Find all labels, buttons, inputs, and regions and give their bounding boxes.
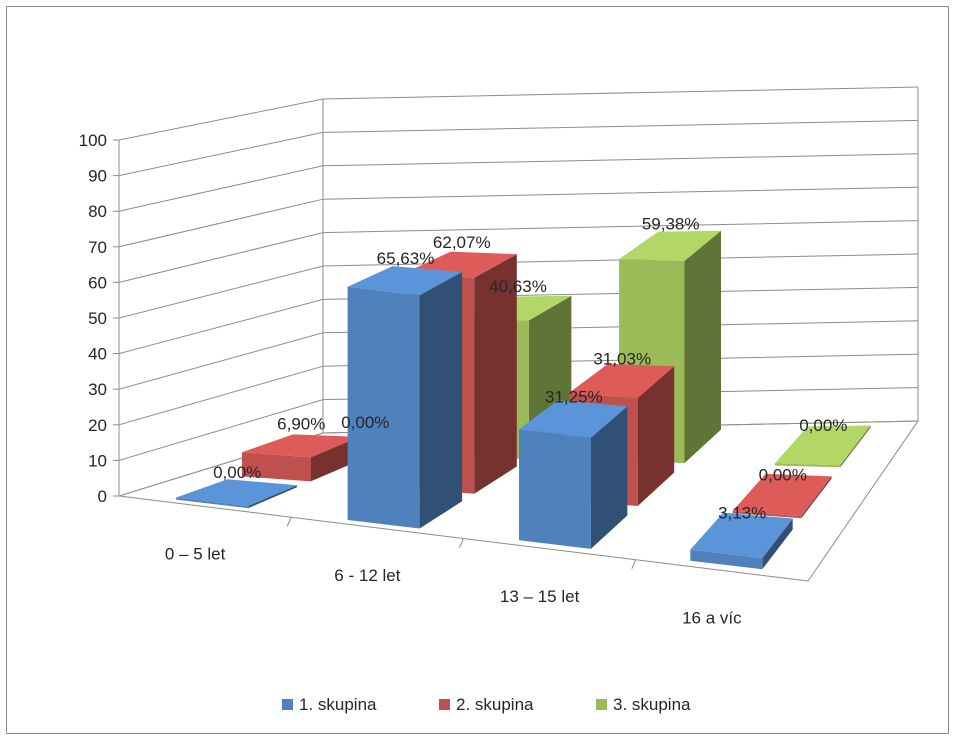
data-label: 65,63% — [377, 249, 435, 268]
data-label: 31,03% — [593, 349, 651, 368]
bar-1-4 — [690, 512, 793, 570]
data-label: 59,38% — [642, 215, 700, 234]
bar-front-face — [690, 549, 763, 570]
bar-front-face — [241, 452, 311, 482]
x-tick-label: 13 – 15 let — [500, 587, 580, 606]
bar-1-3 — [519, 400, 628, 549]
bar-top-face — [569, 363, 675, 398]
bar-top-face — [519, 400, 628, 438]
bar-top-face — [241, 434, 360, 458]
gridline — [118, 86, 919, 141]
legend-item-1: 1. skupina — [282, 695, 377, 714]
y-tick-label: 10 — [88, 451, 107, 470]
bar-top-face — [347, 266, 463, 296]
bar-side-face — [801, 476, 832, 519]
data-label: 0,00% — [799, 416, 847, 435]
bar-side-face — [684, 230, 721, 464]
data-label: 6,90% — [277, 414, 325, 433]
data-label: 0,00% — [213, 463, 261, 482]
legend-label: 2. skupina — [456, 695, 534, 714]
bar-2-1 — [241, 434, 360, 482]
y-tick-label: 90 — [88, 167, 107, 186]
bar-side-face — [248, 485, 297, 509]
legend: 1. skupina 2. skupina 3. skupina — [282, 695, 691, 714]
data-label: 3,13% — [718, 504, 766, 523]
data-label: 0,00% — [341, 413, 389, 432]
legend-swatch — [282, 699, 293, 710]
bars — [176, 230, 871, 570]
bar-top-face — [774, 425, 871, 466]
gridline — [118, 153, 919, 212]
bar-top-face — [176, 479, 297, 506]
bar-3-4 — [774, 425, 871, 468]
y-tick-label: 70 — [88, 238, 107, 257]
bar-side-face — [637, 366, 675, 506]
legend-swatch — [596, 699, 607, 710]
bar-front-face — [774, 463, 841, 468]
bar-front-face — [519, 429, 591, 549]
legend-swatch — [439, 699, 450, 710]
y-tick-label: 30 — [88, 380, 107, 399]
bar-top-face — [619, 230, 721, 261]
bar-top-face — [690, 512, 793, 559]
bar-2-4 — [732, 473, 832, 519]
y-tick-label: 40 — [88, 345, 107, 364]
y-tick-label: 60 — [88, 273, 107, 292]
y-axis: 0 10 20 30 40 50 60 70 80 90 100 — [79, 131, 119, 506]
y-tick-label: 80 — [88, 202, 107, 221]
bar-top-face — [732, 473, 832, 517]
x-tick-mark — [286, 517, 292, 527]
data-label: 62,07% — [433, 233, 491, 252]
gridline — [118, 186, 919, 248]
bar-side-face — [474, 254, 517, 494]
bar-side-face — [419, 272, 463, 529]
y-tick-label: 20 — [88, 416, 107, 435]
bar-side-face — [762, 518, 793, 570]
bar-side-face — [310, 436, 360, 482]
legend-item-3: 3. skupina — [596, 695, 691, 714]
x-tick-mark — [631, 559, 637, 569]
gridline — [118, 119, 919, 177]
bar-1-1 — [176, 479, 297, 509]
y-tick-label: 100 — [79, 131, 107, 150]
y-tick-label: 50 — [88, 309, 107, 328]
bar-side-face — [840, 425, 871, 468]
bar-front-face — [176, 497, 249, 509]
x-tick-label: 16 a víc — [682, 608, 742, 627]
x-tick-label: 6 - 12 let — [334, 566, 400, 585]
x-tick-label: 0 – 5 let — [165, 545, 226, 564]
bar-front-face — [732, 511, 802, 519]
data-labels: 0,00% 40,63% 59,38% 0,00% 6,90% 62,07% 31,03% 0… — [213, 215, 847, 523]
gridline — [118, 220, 919, 283]
legend-label: 1. skupina — [299, 695, 377, 714]
legend-label: 3. skupina — [613, 695, 691, 714]
bar-front-face — [347, 286, 420, 529]
legend-item-2: 2. skupina — [439, 695, 534, 714]
x-tick-mark — [459, 538, 464, 548]
bar-side-face — [590, 406, 628, 549]
x-axis: 0 – 5 let 6 - 12 let 13 – 15 let 16 a víc — [165, 517, 742, 627]
y-tick-label: 0 — [98, 487, 107, 506]
bar-1-2 — [347, 266, 463, 529]
data-label: 31,25% — [545, 387, 603, 406]
data-label: 0,00% — [759, 465, 807, 484]
data-label: 40,63% — [489, 277, 547, 296]
